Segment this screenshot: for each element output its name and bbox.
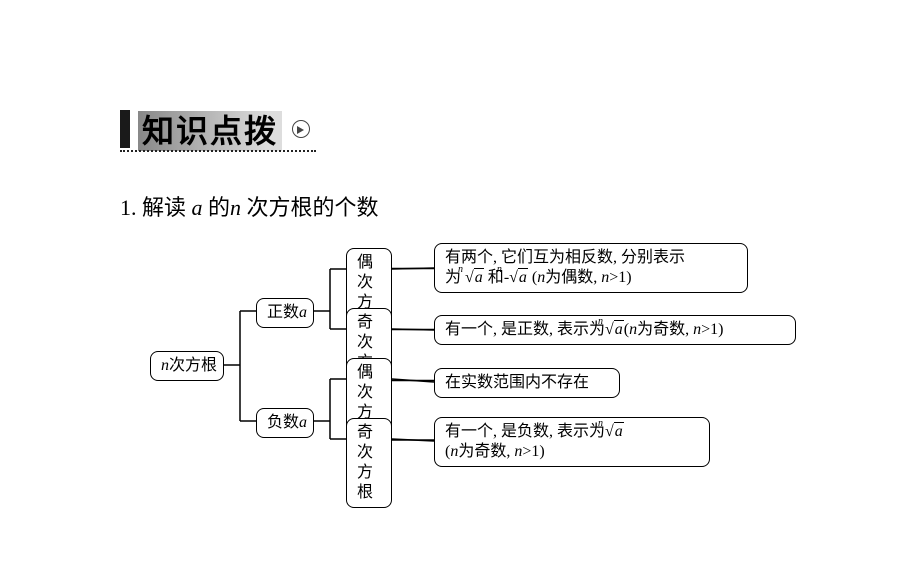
- header-accent-bar: [120, 110, 130, 148]
- tree-node-neg: 负数a: [256, 408, 314, 438]
- tree-diagram: n次方根正数a负数a偶次方根奇次方根偶次方根奇次方根有两个, 它们互为相反数, …: [150, 230, 870, 530]
- header-title-text: 知识点拨: [138, 111, 282, 151]
- subtitle-prefix: 1. 解读: [120, 195, 192, 220]
- header-underline-dots: [120, 150, 316, 152]
- tree-node-L1: 有两个, 它们互为相反数, 分别表示为 n√a 和-n√a (n为偶数, n>1…: [434, 243, 748, 293]
- tree-node-no: 奇次方根: [346, 418, 392, 508]
- tree-node-pos: 正数a: [256, 298, 314, 328]
- tree-node-root: n次方根: [150, 351, 224, 381]
- subtitle-suffix: 次方根的个数: [241, 195, 379, 220]
- subtitle: 1. 解读 a 的n 次方根的个数: [120, 190, 379, 222]
- arrow-circle-icon: [292, 120, 310, 138]
- header-title: 知识点拨: [138, 106, 282, 152]
- subtitle-var-n: n: [230, 195, 241, 220]
- tree-node-L3: 在实数范围内不存在: [434, 368, 620, 398]
- tree-node-L2: 有一个, 是正数, 表示为n√a(n为奇数, n>1): [434, 315, 796, 345]
- tree-node-L4: 有一个, 是负数, 表示为n√a(n为奇数, n>1): [434, 417, 710, 467]
- subtitle-mid: 的: [203, 195, 231, 220]
- section-header: 知识点拨 1. 解读 a 的n 次方根的个数: [120, 106, 379, 222]
- subtitle-var-a: a: [192, 195, 203, 220]
